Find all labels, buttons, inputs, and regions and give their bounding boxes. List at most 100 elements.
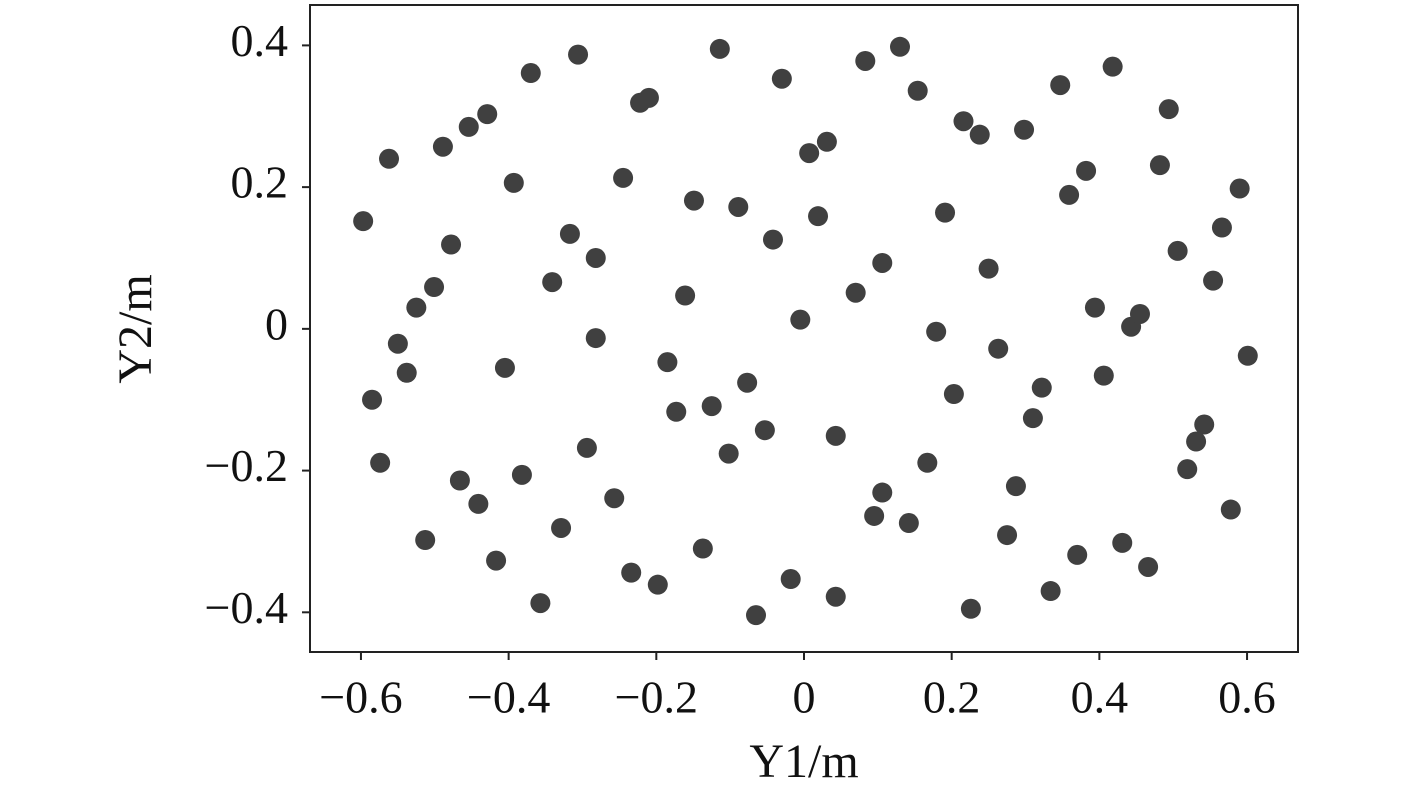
point (1211, 217, 1232, 238)
point (1031, 377, 1052, 398)
x-tick-label: 0.6 (1218, 672, 1276, 723)
point (657, 352, 678, 373)
point (790, 309, 811, 330)
point (917, 452, 938, 473)
point (511, 464, 532, 485)
y-tick-label: 0.4 (231, 15, 289, 66)
point (872, 482, 893, 503)
point (898, 513, 919, 534)
point (396, 362, 417, 383)
point (585, 328, 606, 349)
point (576, 437, 597, 458)
point (666, 401, 687, 422)
point (406, 297, 427, 318)
point (845, 282, 866, 303)
point (494, 357, 515, 378)
point (530, 593, 551, 614)
x-axis-label: Y1/m (749, 735, 858, 788)
point (1067, 544, 1088, 565)
point (978, 258, 999, 279)
point (907, 80, 928, 101)
point (1084, 297, 1105, 318)
point (613, 167, 634, 188)
point (1177, 459, 1198, 480)
point (926, 321, 947, 342)
point (604, 488, 625, 509)
point (432, 136, 453, 157)
point (864, 505, 885, 526)
point (353, 211, 374, 232)
point (825, 586, 846, 607)
point (709, 38, 730, 59)
point (585, 247, 606, 268)
point (387, 333, 408, 354)
point (799, 143, 820, 164)
point (441, 234, 462, 255)
point (424, 277, 445, 298)
point (379, 148, 400, 169)
point (468, 493, 489, 514)
point (1237, 345, 1258, 366)
point (621, 562, 642, 583)
point (762, 229, 783, 250)
point (1203, 270, 1224, 291)
point (1229, 178, 1250, 199)
point (935, 202, 956, 223)
point (1076, 160, 1097, 181)
point (542, 272, 563, 293)
y-tick-label: 0.2 (231, 157, 289, 208)
point (638, 87, 659, 108)
point (1059, 184, 1080, 205)
point (825, 425, 846, 446)
point (520, 63, 541, 84)
point (1167, 240, 1188, 261)
point (1149, 155, 1170, 176)
point (683, 190, 704, 211)
x-tick-label: 0.4 (1071, 672, 1129, 723)
point (754, 420, 775, 441)
point (816, 131, 837, 152)
point (872, 252, 893, 273)
point (503, 172, 524, 193)
point (889, 36, 910, 57)
point (1022, 408, 1043, 429)
y-tick-label: −0.2 (205, 440, 288, 491)
point (647, 574, 668, 595)
point (1186, 431, 1207, 452)
x-tick-label: 0 (793, 672, 816, 723)
point (477, 104, 498, 125)
point (780, 569, 801, 590)
y-tick-label: −0.4 (205, 582, 288, 633)
point (997, 525, 1018, 546)
point (1005, 476, 1026, 497)
point (1194, 414, 1215, 435)
point (746, 605, 767, 626)
x-tick-label: −0.6 (319, 672, 402, 723)
point (1129, 303, 1150, 324)
point (486, 550, 507, 571)
point (675, 285, 696, 306)
point (1220, 499, 1241, 520)
point (953, 111, 974, 132)
point (1158, 99, 1179, 120)
point (1102, 56, 1123, 77)
point (1014, 119, 1035, 140)
point (1138, 556, 1159, 577)
point (728, 196, 749, 217)
point (943, 384, 964, 405)
point (449, 470, 470, 491)
point (1093, 365, 1114, 386)
point (960, 598, 981, 619)
point (559, 223, 580, 244)
point (370, 452, 391, 473)
point (988, 338, 1009, 359)
point (415, 530, 436, 551)
point (969, 124, 990, 145)
x-tick-label: 0.2 (923, 672, 981, 723)
point (1040, 581, 1061, 602)
point (737, 372, 758, 393)
point (718, 443, 739, 464)
x-tick-label: −0.2 (615, 672, 698, 723)
point (568, 44, 589, 65)
